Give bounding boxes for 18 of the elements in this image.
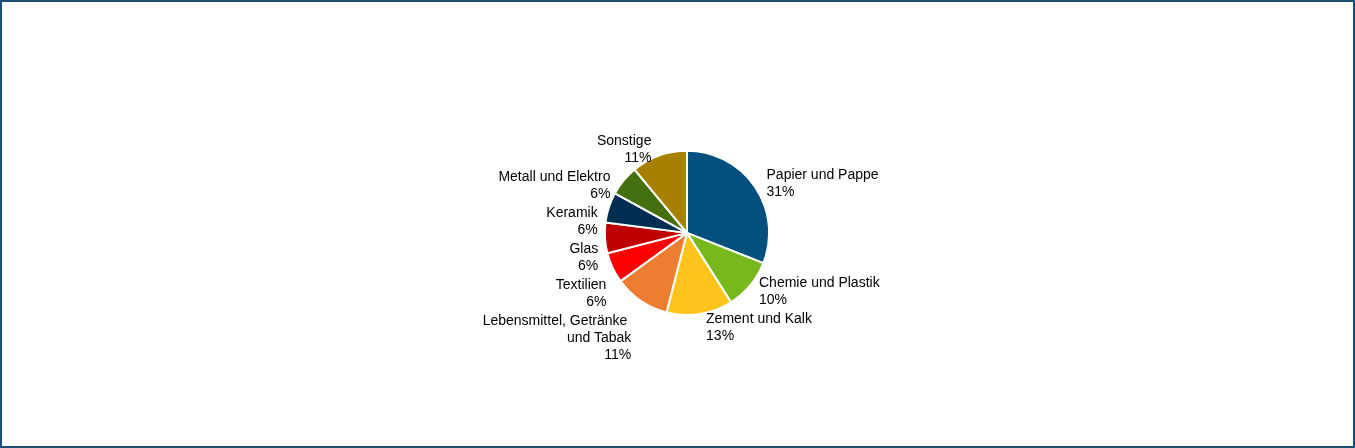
slice-label: Papier und Pappe <box>766 165 879 182</box>
data-label: 6% <box>577 220 598 237</box>
slice-label: Textilien <box>555 275 607 292</box>
slice-label: Sonstige <box>596 131 652 148</box>
data-label: 11% <box>604 345 632 362</box>
data-label: 13% <box>706 326 735 343</box>
data-label: 11% <box>624 148 652 165</box>
slice-label: Keramik <box>546 203 599 220</box>
slice-label: Zement und Kalk <box>706 309 813 326</box>
data-label: 10% <box>759 290 788 307</box>
data-label: 6% <box>577 256 599 273</box>
data-label: 31% <box>766 182 795 199</box>
data-label: 6% <box>586 292 607 309</box>
data-label: 6% <box>590 184 611 201</box>
slice-label: Metall und Elektro <box>498 167 611 184</box>
slice-label: Chemie und Plastik <box>759 273 881 290</box>
slice-label: Glas <box>569 239 599 256</box>
slice-label: Lebensmittel, Getränke und Tabak <box>482 311 633 345</box>
